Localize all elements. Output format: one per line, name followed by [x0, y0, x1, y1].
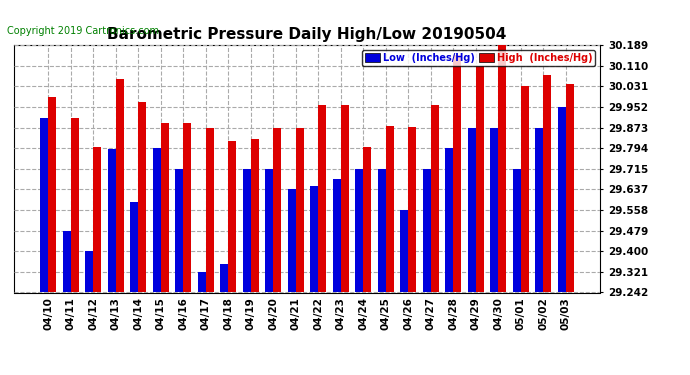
Bar [378, 169, 386, 292]
Bar [138, 102, 146, 292]
Bar [153, 148, 161, 292]
Bar [273, 128, 282, 292]
Bar [198, 272, 206, 292]
Bar [288, 189, 296, 292]
Bar [266, 169, 273, 292]
Bar [161, 123, 168, 292]
Bar [184, 123, 191, 292]
Bar [228, 141, 236, 292]
Bar [63, 231, 71, 292]
Bar [296, 128, 304, 292]
Bar [116, 79, 124, 292]
Bar [543, 75, 551, 292]
Bar [566, 84, 573, 292]
Text: Copyright 2019 Cartronics.com: Copyright 2019 Cartronics.com [7, 26, 159, 36]
Bar [453, 55, 461, 292]
Bar [310, 186, 318, 292]
Bar [48, 97, 56, 292]
Bar [468, 128, 476, 292]
Bar [341, 105, 348, 292]
Title: Barometric Pressure Daily High/Low 20190504: Barometric Pressure Daily High/Low 20190… [108, 27, 506, 42]
Bar [476, 66, 484, 292]
Bar [93, 147, 101, 292]
Bar [86, 251, 93, 292]
Bar [513, 169, 521, 292]
Bar [400, 210, 408, 292]
Bar [206, 128, 214, 292]
Bar [175, 169, 184, 292]
Bar [318, 105, 326, 292]
Bar [243, 169, 250, 292]
Bar [130, 201, 138, 292]
Bar [41, 118, 48, 292]
Bar [386, 126, 394, 292]
Bar [423, 169, 431, 292]
Bar [535, 128, 543, 292]
Bar [364, 147, 371, 292]
Bar [355, 169, 364, 292]
Bar [71, 118, 79, 292]
Bar [491, 128, 498, 292]
Bar [521, 86, 529, 292]
Bar [408, 127, 416, 292]
Bar [108, 149, 116, 292]
Bar [220, 264, 228, 292]
Bar [498, 45, 506, 292]
Legend: Low  (Inches/Hg), High  (Inches/Hg): Low (Inches/Hg), High (Inches/Hg) [362, 50, 595, 66]
Bar [250, 139, 259, 292]
Bar [431, 105, 439, 292]
Bar [558, 107, 566, 292]
Bar [446, 148, 453, 292]
Bar [333, 179, 341, 292]
